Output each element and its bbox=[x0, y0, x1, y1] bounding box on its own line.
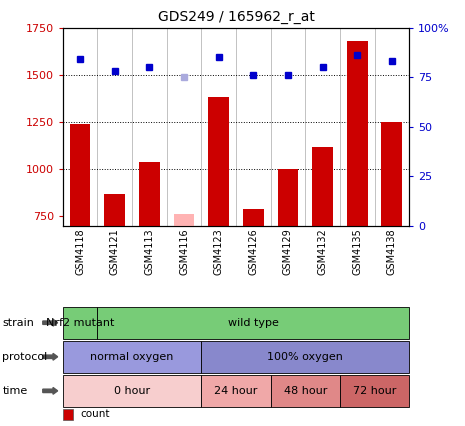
Text: 0 hour: 0 hour bbox=[114, 386, 150, 396]
Text: count: count bbox=[80, 409, 109, 420]
Bar bbox=[104, 194, 125, 226]
Bar bbox=[347, 41, 368, 226]
Bar bbox=[312, 147, 333, 226]
Bar bbox=[139, 161, 160, 226]
Title: GDS249 / 165962_r_at: GDS249 / 165962_r_at bbox=[158, 10, 314, 24]
Bar bbox=[173, 214, 194, 226]
Text: strain: strain bbox=[2, 318, 34, 328]
Bar bbox=[381, 122, 402, 226]
Text: Nrf2 mutant: Nrf2 mutant bbox=[46, 318, 114, 328]
Text: 100% oxygen: 100% oxygen bbox=[267, 352, 343, 362]
Text: 48 hour: 48 hour bbox=[284, 386, 327, 396]
Text: 24 hour: 24 hour bbox=[214, 386, 258, 396]
Text: protocol: protocol bbox=[2, 352, 47, 362]
Bar bbox=[243, 209, 264, 226]
Bar bbox=[278, 169, 299, 226]
Text: 72 hour: 72 hour bbox=[353, 386, 396, 396]
Text: normal oxygen: normal oxygen bbox=[90, 352, 174, 362]
Bar bbox=[70, 124, 91, 226]
Bar bbox=[208, 98, 229, 226]
Text: wild type: wild type bbox=[228, 318, 279, 328]
Text: time: time bbox=[2, 386, 27, 396]
